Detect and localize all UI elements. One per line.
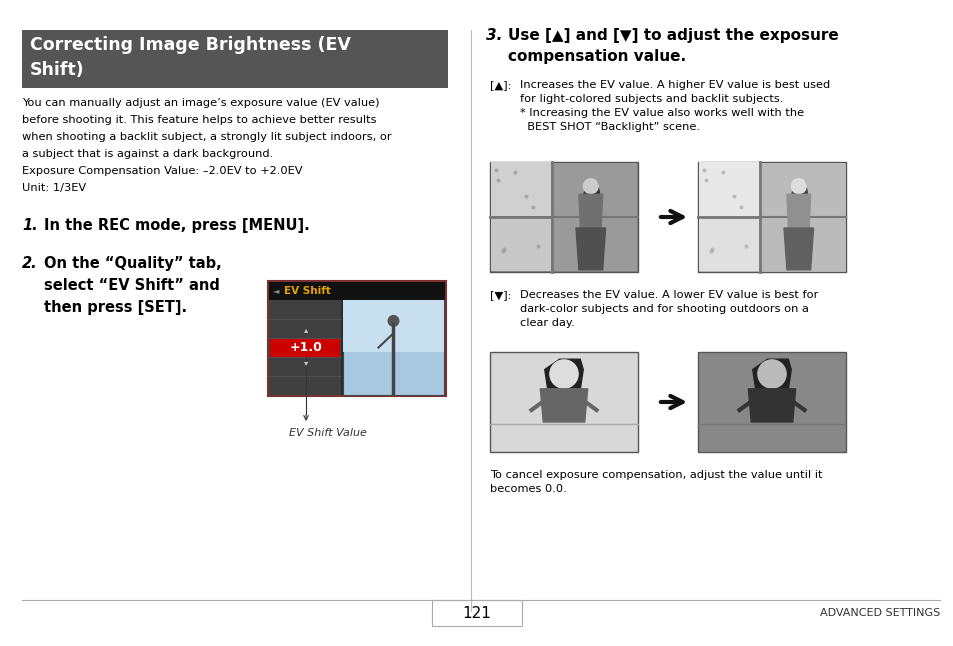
Bar	[268, 281, 446, 396]
Bar	[270, 339, 339, 357]
Bar	[699, 217, 759, 271]
Text: EV Shift Value: EV Shift Value	[289, 428, 367, 438]
Circle shape	[387, 315, 399, 327]
Text: You can manually adjust an image’s exposure value (EV value): You can manually adjust an image’s expos…	[22, 98, 379, 108]
Polygon shape	[576, 228, 605, 270]
Text: To cancel exposure compensation, adjust the value until it
becomes 0.0.: To cancel exposure compensation, adjust …	[490, 470, 821, 494]
Text: +1.0: +1.0	[290, 341, 322, 354]
Polygon shape	[747, 389, 795, 422]
Bar	[269, 282, 444, 300]
Bar	[490, 352, 638, 452]
Polygon shape	[539, 389, 587, 422]
Bar	[343, 300, 443, 352]
Bar	[490, 162, 638, 272]
Bar	[491, 217, 551, 271]
Polygon shape	[578, 194, 602, 228]
Polygon shape	[786, 194, 810, 228]
Text: 1.: 1.	[22, 218, 37, 233]
Text: 121: 121	[462, 605, 491, 621]
Text: ◄: ◄	[273, 286, 279, 295]
Text: ADVANCED SETTINGS: ADVANCED SETTINGS	[819, 608, 939, 618]
Bar	[491, 162, 551, 216]
Text: before shooting it. This feature helps to achieve better results: before shooting it. This feature helps t…	[22, 115, 376, 125]
Text: 2.: 2.	[22, 256, 37, 271]
Text: On the “Quality” tab,
select “EV Shift” and
then press [SET].: On the “Quality” tab, select “EV Shift” …	[44, 256, 221, 315]
Polygon shape	[788, 182, 808, 207]
Bar	[553, 163, 637, 271]
Polygon shape	[752, 359, 790, 419]
Text: 3.: 3.	[485, 28, 502, 43]
Text: a subject that is against a dark background.: a subject that is against a dark backgro…	[22, 149, 273, 159]
Text: [▲]:: [▲]:	[490, 80, 511, 90]
Bar	[22, 30, 448, 88]
Bar	[760, 163, 844, 271]
Polygon shape	[783, 228, 813, 270]
Text: Unit: 1/3EV: Unit: 1/3EV	[22, 183, 86, 193]
Text: Decreases the EV value. A lower EV value is best for
dark-color subjects and for: Decreases the EV value. A lower EV value…	[519, 290, 818, 328]
Circle shape	[549, 359, 578, 389]
Text: Use [▲] and [▼] to adjust the exposure
compensation value.: Use [▲] and [▼] to adjust the exposure c…	[507, 28, 838, 64]
Bar	[343, 300, 443, 395]
Text: ▾: ▾	[304, 359, 308, 368]
Text: when shooting a backlit subject, a strongly lit subject indoors, or: when shooting a backlit subject, a stron…	[22, 132, 392, 142]
Text: EV Shift: EV Shift	[284, 286, 331, 296]
Bar	[432, 600, 521, 626]
Circle shape	[790, 178, 806, 194]
Polygon shape	[544, 359, 582, 419]
Circle shape	[757, 359, 786, 389]
Text: Exposure Compensation Value: –2.0EV to +2.0EV: Exposure Compensation Value: –2.0EV to +…	[22, 166, 302, 176]
Bar	[698, 162, 845, 272]
Bar	[699, 162, 759, 216]
Text: Correcting Image Brightness (EV
Shift): Correcting Image Brightness (EV Shift)	[30, 36, 351, 79]
Text: Increases the EV value. A higher EV value is best used
for light-colored subject: Increases the EV value. A higher EV valu…	[519, 80, 829, 132]
Text: In the REC mode, press [MENU].: In the REC mode, press [MENU].	[44, 218, 310, 233]
Text: [▼]:: [▼]:	[490, 290, 511, 300]
Bar	[698, 352, 845, 452]
Polygon shape	[580, 182, 600, 207]
Circle shape	[582, 178, 598, 194]
Bar	[269, 300, 340, 395]
Text: ▴: ▴	[304, 326, 308, 335]
